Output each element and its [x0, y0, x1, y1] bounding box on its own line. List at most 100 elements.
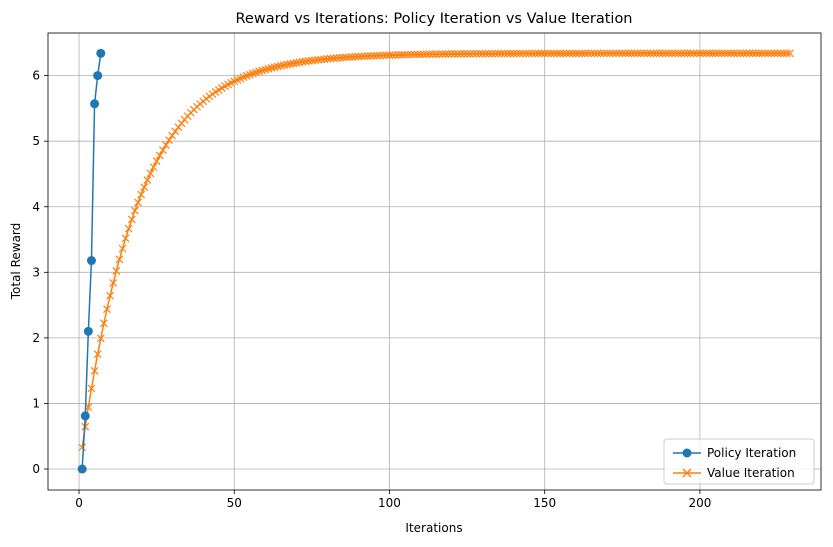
- data-point-value-iteration: [637, 49, 645, 58]
- data-point-value-iteration: [419, 50, 428, 59]
- data-point-value-iteration: [478, 49, 487, 58]
- data-point-value-iteration: [146, 169, 155, 178]
- x-tick-label: 50: [227, 496, 242, 510]
- data-point-value-iteration: [745, 49, 754, 58]
- data-point-policy-iteration: [83, 326, 93, 336]
- data-point-value-iteration: [407, 50, 416, 59]
- data-point-value-iteration: [338, 53, 347, 62]
- data-point-value-iteration: [348, 52, 357, 61]
- data-point-value-iteration: [444, 50, 453, 58]
- data-point-value-iteration: [658, 49, 667, 58]
- data-point-value-iteration: [397, 50, 406, 59]
- data-point-value-iteration: [581, 49, 589, 58]
- data-point-value-iteration: [655, 49, 664, 58]
- data-point-value-iteration: [652, 49, 661, 58]
- data-point-value-iteration: [525, 49, 534, 58]
- data-point-value-iteration: [422, 50, 431, 59]
- data-point-value-iteration: [162, 141, 170, 149]
- data-point-value-iteration: [612, 49, 621, 58]
- data-point-value-iteration: [714, 49, 723, 58]
- y-tick-label: 4: [32, 200, 40, 214]
- data-point-value-iteration: [342, 53, 350, 62]
- data-point-value-iteration: [680, 49, 689, 58]
- data-point-value-iteration: [360, 52, 369, 61]
- data-point-value-iteration: [590, 49, 599, 58]
- data-point-policy-iteration: [80, 411, 90, 421]
- data-point-value-iteration: [453, 49, 462, 58]
- legend-marker-value-iteration: [682, 468, 692, 478]
- data-point-value-iteration: [683, 49, 692, 58]
- data-point-value-iteration: [469, 49, 478, 58]
- y-tick-label: 1: [32, 396, 40, 410]
- data-point-value-iteration: [571, 49, 580, 58]
- data-point-value-iteration: [696, 49, 704, 58]
- data-point-value-iteration: [515, 49, 524, 58]
- data-point-value-iteration: [171, 127, 180, 136]
- data-point-value-iteration: [292, 58, 301, 67]
- data-point-value-iteration: [90, 366, 99, 375]
- data-point-value-iteration: [301, 57, 310, 66]
- data-point-value-iteration: [503, 49, 512, 58]
- x-axis-title: Iterations: [405, 521, 462, 535]
- data-point-value-iteration: [432, 50, 440, 59]
- data-point-value-iteration: [593, 49, 602, 58]
- data-point-value-iteration: [770, 49, 779, 58]
- data-point-policy-iteration: [96, 48, 106, 58]
- data-point-value-iteration: [761, 49, 770, 58]
- legend-label-policy-iteration: Policy Iteration: [707, 446, 796, 460]
- data-point-value-iteration: [702, 49, 711, 58]
- data-point-value-iteration: [671, 49, 680, 58]
- data-point-value-iteration: [509, 49, 518, 58]
- data-point-value-iteration: [522, 49, 531, 58]
- data-point-value-iteration: [314, 55, 323, 64]
- chart-title: Reward vs Iterations: Policy Iteration v…: [235, 11, 632, 27]
- series-layer: [77, 48, 794, 474]
- data-point-value-iteration: [152, 157, 161, 166]
- data-point-value-iteration: [553, 49, 562, 58]
- data-point-value-iteration: [388, 51, 397, 60]
- data-point-value-iteration: [438, 50, 447, 59]
- data-point-value-iteration: [602, 49, 611, 58]
- data-point-value-iteration: [463, 49, 472, 58]
- data-point-value-iteration: [512, 49, 521, 58]
- y-tick-label: 5: [32, 134, 40, 148]
- data-point-value-iteration: [450, 50, 459, 58]
- data-point-value-iteration: [615, 49, 624, 58]
- data-point-value-iteration: [565, 49, 574, 58]
- data-point-value-iteration: [630, 49, 639, 58]
- data-point-value-iteration: [385, 51, 394, 60]
- data-point-value-iteration: [528, 49, 537, 58]
- data-point-value-iteration: [295, 58, 304, 67]
- data-point-value-iteration: [354, 52, 363, 61]
- data-point-value-iteration: [317, 55, 326, 64]
- data-point-value-iteration: [96, 334, 105, 343]
- data-point-value-iteration: [280, 61, 288, 70]
- data-point-value-iteration: [776, 49, 785, 58]
- data-point-value-iteration: [456, 49, 465, 58]
- data-point-value-iteration: [87, 384, 96, 393]
- data-point-value-iteration: [727, 49, 735, 58]
- data-point-value-iteration: [534, 49, 543, 58]
- data-point-value-iteration: [404, 50, 413, 59]
- y-axis-title: Total Reward: [9, 223, 23, 301]
- data-point-value-iteration: [764, 49, 773, 58]
- data-point-value-iteration: [283, 60, 291, 69]
- data-point-value-iteration: [366, 51, 375, 60]
- data-point-policy-iteration: [77, 464, 87, 474]
- data-point-value-iteration: [401, 50, 409, 59]
- data-point-value-iteration: [93, 350, 102, 359]
- data-point-value-iteration: [99, 319, 108, 328]
- data-point-value-iteration: [605, 49, 614, 58]
- data-point-value-iteration: [143, 176, 152, 185]
- data-point-value-iteration: [475, 49, 484, 58]
- data-point-value-iteration: [723, 49, 732, 58]
- data-point-value-iteration: [739, 49, 748, 58]
- data-point-value-iteration: [109, 279, 118, 287]
- legend-box: [663, 438, 815, 485]
- data-point-value-iteration: [112, 266, 121, 275]
- data-point-value-iteration: [326, 54, 335, 63]
- data-point-value-iteration: [149, 163, 158, 172]
- data-point-value-iteration: [633, 49, 642, 58]
- data-point-value-iteration: [425, 50, 434, 59]
